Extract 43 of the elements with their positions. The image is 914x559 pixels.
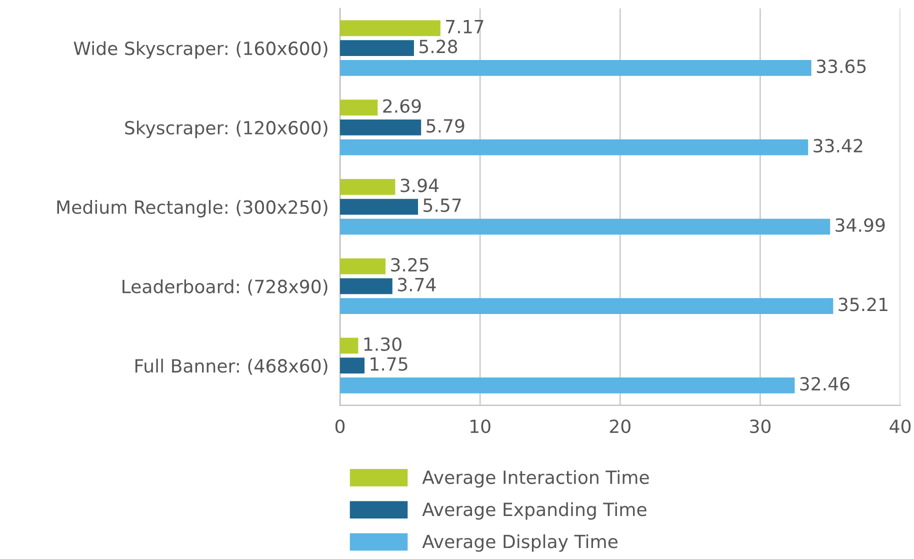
data-label: 3.25	[391, 258, 428, 272]
y-tick-label: Leaderboard: (728x90)	[122, 279, 328, 296]
data-label: 3.94	[400, 178, 439, 192]
data-label: 5.57	[424, 198, 461, 212]
bar	[340, 100, 378, 116]
data-label: 7.17	[446, 20, 484, 34]
bar	[340, 60, 812, 76]
y-tick-label: Full Banner: (468x60)	[135, 358, 328, 375]
data-label: 33.65	[816, 60, 866, 74]
bar	[340, 40, 414, 56]
x-tick-label: 0	[335, 419, 345, 434]
data-label: 33.42	[814, 138, 862, 153]
bar	[340, 278, 392, 294]
bar	[340, 298, 834, 314]
data-label: 3.74	[398, 278, 436, 292]
bar	[340, 218, 830, 235]
bar	[340, 358, 365, 374]
data-label: 32.46	[800, 377, 850, 391]
x-tick-label: 10	[470, 419, 490, 434]
data-label: 35.21	[838, 298, 888, 312]
x-tick-label: 30	[750, 419, 771, 434]
data-label: 1.75	[370, 357, 408, 371]
y-tick-label: Medium Rectangle: (300x250)	[57, 200, 328, 218]
x-tick-label: 40	[890, 419, 911, 434]
bar	[340, 198, 418, 215]
x-tick-label: 20	[610, 419, 630, 434]
data-label: 5.28	[420, 40, 458, 54]
legend-label: Average Interaction Time	[422, 470, 649, 488]
bar	[340, 258, 386, 274]
data-label: 34.99	[836, 218, 885, 232]
data-label: 5.79	[426, 119, 464, 133]
y-tick-label: Skyscraper: (120x600)	[125, 120, 328, 138]
data-label: 2.69	[383, 99, 421, 113]
legend-label: Average Display Time	[422, 534, 618, 552]
bar	[340, 179, 396, 195]
legend-label: Average Expanding Time	[422, 502, 646, 520]
data-label: 1.30	[364, 337, 402, 351]
y-tick-label: Wide Skyscraper: (160x600)	[74, 41, 328, 59]
bar	[340, 120, 422, 136]
bar	[340, 20, 440, 36]
bar	[340, 338, 358, 354]
bar	[340, 377, 795, 394]
bar	[340, 139, 808, 156]
